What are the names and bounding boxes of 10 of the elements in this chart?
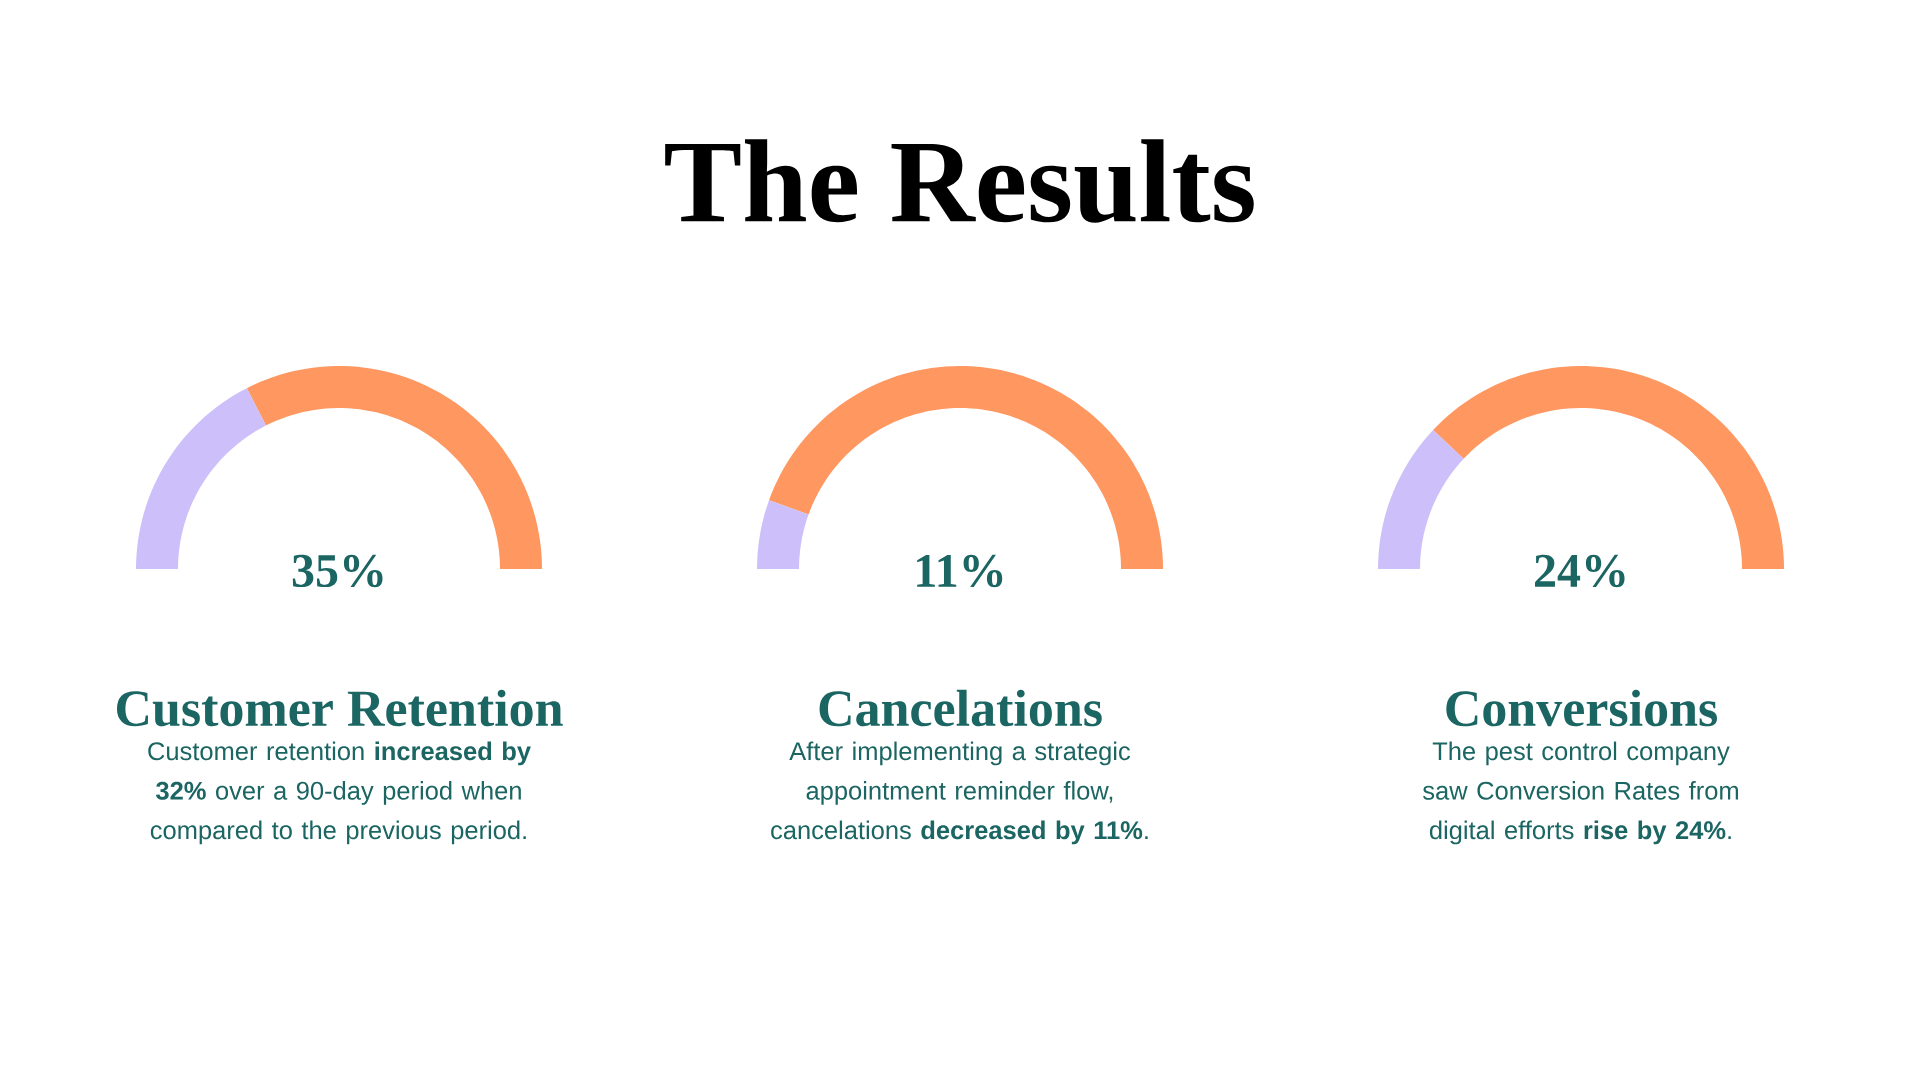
text: The pest control company saw Conversion Rates from digital efforts rise by 24%. (1423, 741, 1738, 845)
text: After implementing a strategic appointment reminder flow, cancelations decreased by 11%. (771, 741, 1148, 845)
text: 11% (917, 554, 1003, 588)
text: Cancelations (819, 689, 1102, 727)
text: The Results (665, 139, 1254, 223)
text: 35% (292, 554, 383, 588)
text: Conversions (1446, 689, 1717, 727)
text: 24% (1535, 554, 1625, 588)
text: Customer retention increased by 32% over a 90-day period when compared to the previous period. (148, 741, 531, 845)
text: Customer Retention (116, 689, 563, 727)
